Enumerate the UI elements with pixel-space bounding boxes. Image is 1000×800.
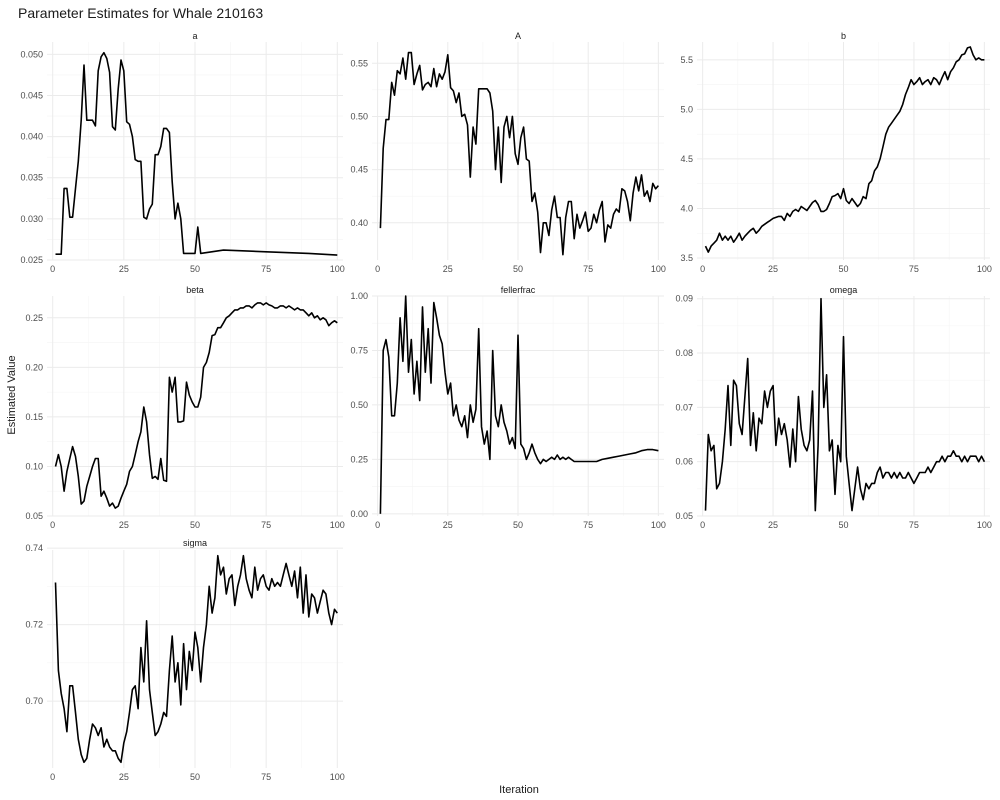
facet-strip-label: omega [830, 285, 858, 295]
facet-panel-b: b 0 25 50 75 100 3.5 4.0 4.5 5.0 5.5 [680, 31, 991, 274]
y-tick-label: 0.10 [25, 461, 43, 471]
series-line-beta [54, 302, 338, 509]
facet-panel-sigma: sigma 0 25 50 75 100 0.70 0.72 0.74 [25, 538, 344, 782]
series-line-omega [704, 297, 986, 512]
x-tick-label: 50 [190, 264, 200, 274]
facet-strip-label: beta [186, 285, 204, 295]
facet-strip-label: sigma [183, 538, 207, 548]
chart-title: Parameter Estimates for Whale 210163 [18, 5, 263, 21]
x-tick-label: 25 [119, 772, 129, 782]
x-tick-label: 100 [330, 264, 345, 274]
y-tick-label: 0.15 [25, 412, 43, 422]
facet-strip-label: fellerfrac [501, 285, 536, 295]
x-tick-label: 75 [909, 520, 919, 530]
y-tick-label: 0.05 [25, 511, 43, 521]
y-tick-label: 0.07 [675, 402, 693, 412]
x-tick-label: 50 [513, 264, 523, 274]
y-tick-label: 0.50 [350, 111, 368, 121]
y-axis-title: Estimated Value [6, 355, 18, 434]
x-tick-label: 100 [330, 520, 345, 530]
y-tick-label: 0.040 [20, 132, 43, 142]
y-tick-label: 0.75 [350, 345, 368, 355]
facet-panel-A: A 0 25 50 75 100 0.40 0.45 0.50 0.55 [350, 31, 665, 274]
y-tick-label: 0.20 [25, 362, 43, 372]
facet-panel-a: a 0 25 50 75 100 0.025 0.030 0.035 0.040 0.045 0.05… [20, 31, 344, 274]
x-tick-label: 25 [768, 520, 778, 530]
x-tick-label: 75 [583, 520, 593, 530]
y-tick-label: 0.06 [675, 457, 693, 467]
x-tick-label: 100 [330, 772, 345, 782]
facet-panels: a 0 25 50 75 100 0.025 0.030 0.035 0.040 0.045 0.05… [20, 31, 991, 782]
y-tick-label: 0.08 [675, 348, 693, 358]
series-line-a [55, 51, 338, 256]
series-line-sigma [54, 554, 338, 764]
x-tick-label: 0 [50, 264, 55, 274]
x-tick-label: 50 [838, 520, 848, 530]
x-tick-label: 25 [443, 520, 453, 530]
y-tick-label: 5.5 [680, 55, 693, 65]
series-line-b [704, 46, 985, 253]
x-axis-title: Iteration [499, 784, 539, 796]
y-tick-label: 0.25 [25, 313, 43, 323]
y-tick-label: 0.40 [350, 218, 368, 228]
facet-panel-fellerfrac: fellerfrac 0 25 50 75 100 0.00 0.25 0.50 0.75 1.00 [350, 285, 665, 530]
y-tick-label: 4.0 [680, 203, 693, 213]
y-tick-label: 0.70 [25, 696, 43, 706]
y-tick-label: 0.74 [25, 543, 43, 553]
y-tick-label: 0.05 [675, 511, 693, 521]
x-tick-label: 25 [768, 264, 778, 274]
series-line-A [379, 51, 660, 256]
y-tick-label: 0.45 [350, 165, 368, 175]
x-tick-label: 25 [119, 264, 129, 274]
y-tick-label: 3.5 [680, 253, 693, 263]
y-tick-label: 0.55 [350, 58, 368, 68]
y-tick-label: 0.050 [20, 49, 43, 59]
x-tick-label: 50 [838, 264, 848, 274]
x-tick-label: 0 [50, 772, 55, 782]
facet-strip-label: b [841, 31, 846, 41]
x-tick-label: 0 [50, 520, 55, 530]
x-tick-label: 50 [190, 772, 200, 782]
x-tick-label: 100 [651, 520, 666, 530]
y-tick-label: 5.0 [680, 104, 693, 114]
facet-panel-omega: omega 0 25 50 75 100 0.05 0.06 0.07 0.08 0.09 [675, 285, 991, 530]
x-tick-label: 100 [977, 520, 992, 530]
y-tick-label: 0.045 [20, 90, 43, 100]
facet-strip-label: a [192, 31, 197, 41]
x-tick-label: 100 [977, 264, 992, 274]
x-tick-label: 75 [261, 772, 271, 782]
y-tick-label: 0.50 [350, 400, 368, 410]
y-tick-label: 0.025 [20, 255, 43, 265]
y-tick-label: 0.00 [350, 509, 368, 519]
x-tick-label: 75 [583, 264, 593, 274]
x-tick-label: 25 [119, 520, 129, 530]
y-tick-label: 0.09 [675, 294, 693, 304]
x-tick-label: 75 [261, 264, 271, 274]
x-tick-label: 50 [190, 520, 200, 530]
x-tick-label: 75 [909, 264, 919, 274]
y-tick-label: 0.25 [350, 454, 368, 464]
y-tick-label: 0.035 [20, 173, 43, 183]
series-line-fellerfrac [379, 295, 659, 514]
facet-strip-label: A [515, 31, 521, 41]
x-tick-label: 75 [261, 520, 271, 530]
x-tick-label: 25 [443, 264, 453, 274]
facet-panel-beta: beta 0 25 50 75 100 0.05 0.10 0.15 0.20 0.25 [25, 285, 344, 530]
x-tick-label: 100 [651, 264, 666, 274]
x-tick-label: 0 [375, 520, 380, 530]
y-tick-label: 4.5 [680, 154, 693, 164]
x-tick-label: 50 [513, 520, 523, 530]
x-tick-label: 0 [700, 520, 705, 530]
x-tick-label: 0 [375, 264, 380, 274]
y-tick-label: 0.72 [25, 620, 43, 630]
x-tick-label: 0 [700, 264, 705, 274]
y-tick-label: 0.030 [20, 214, 43, 224]
y-tick-label: 1.00 [350, 291, 368, 301]
